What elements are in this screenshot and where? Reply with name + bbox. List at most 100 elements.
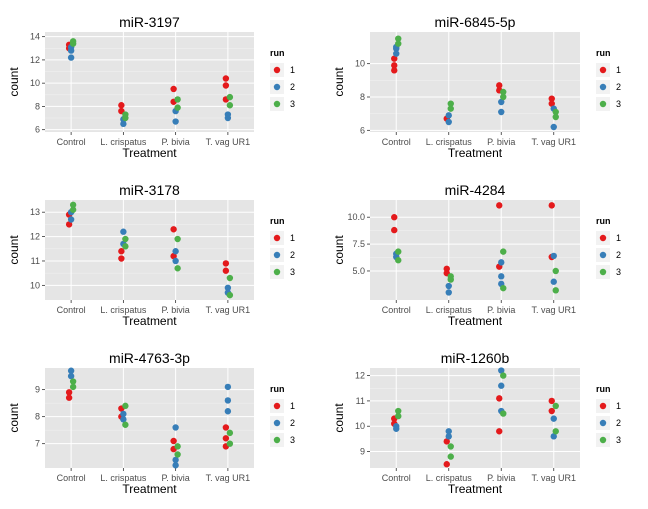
data-point-run-1 (222, 267, 230, 274)
data-point-run-1 (548, 202, 555, 209)
y-tick-label: 8 (360, 92, 365, 102)
data-point-run-3 (447, 100, 454, 107)
panel-background (370, 368, 580, 468)
data-point-run-3 (174, 235, 181, 243)
data-point-run-3 (395, 412, 402, 420)
data-point-run-3 (552, 108, 559, 116)
x-tick-label: L. crispatus (100, 137, 147, 147)
legend-label: 1 (290, 65, 295, 75)
y-tick-label: 5.0 (352, 266, 365, 276)
chart-title: miR-4284 (445, 182, 506, 198)
legend-key-run-3 (599, 268, 607, 276)
data-point-run-1 (548, 95, 555, 102)
legend-label: 3 (290, 435, 295, 445)
legend-key-run-2 (273, 419, 281, 427)
data-point-run-1 (548, 397, 555, 405)
data-point-run-1 (222, 424, 230, 431)
panel-background (45, 200, 254, 300)
data-point-run-1 (548, 100, 555, 107)
data-point-run-1 (391, 67, 398, 74)
data-point-run-2 (172, 248, 179, 255)
data-point-run-3 (122, 421, 129, 428)
legend-title: run (270, 216, 285, 226)
chart-panel-5: 7 8 9 Control L. crispatus P. bivia T. vag UR1… (7, 350, 295, 496)
data-point-run-3 (226, 291, 234, 299)
legend-label: 1 (616, 401, 621, 411)
data-point-run-3 (69, 378, 77, 385)
y-axis-label: count (7, 235, 21, 265)
data-point-run-2 (172, 118, 179, 125)
y-tick-label: 10 (355, 421, 365, 431)
x-axis-label: Treatment (448, 314, 503, 328)
data-point-run-3 (447, 443, 454, 450)
panel-background (370, 200, 580, 300)
x-tick-label: P. bivia (487, 473, 515, 483)
data-point-run-2 (224, 383, 232, 391)
legend-key-run-1 (599, 234, 607, 242)
y-axis-label: count (332, 403, 346, 433)
data-point-run-2 (498, 98, 505, 106)
data-point-run-3 (552, 402, 559, 410)
data-point-run-3 (226, 102, 234, 109)
legend-label: 2 (290, 418, 295, 428)
y-tick-label: 10 (30, 78, 40, 88)
data-point-run-1 (443, 438, 450, 445)
legend-label: 2 (290, 250, 295, 260)
legend-label: 1 (290, 401, 295, 411)
x-tick-label: T. vag UR1 (206, 137, 251, 147)
data-point-run-2 (498, 108, 505, 116)
data-point-run-3 (226, 440, 234, 447)
data-point-run-3 (500, 93, 507, 101)
data-point-run-3 (174, 265, 181, 272)
y-axis-label: count (7, 403, 21, 433)
x-tick-label: L. crispatus (426, 305, 473, 315)
legend-key-run-2 (273, 251, 281, 259)
data-point-run-3 (226, 274, 234, 282)
data-point-run-3 (552, 267, 559, 275)
data-point-run-2 (498, 273, 505, 280)
legend-key-run-3 (273, 268, 281, 276)
data-point-run-3 (552, 428, 559, 435)
y-axis-label: count (7, 67, 21, 97)
data-point-run-1 (391, 226, 398, 234)
data-point-run-1 (65, 389, 73, 396)
chart-title: miR-3197 (119, 14, 180, 30)
data-point-run-1 (118, 255, 125, 262)
data-point-run-1 (170, 437, 177, 445)
data-point-run-3 (500, 248, 507, 255)
data-point-run-2 (550, 278, 557, 285)
data-point-run-2 (120, 416, 127, 423)
y-tick-label: 7.5 (352, 239, 365, 249)
data-point-run-1 (391, 55, 398, 62)
panel-background (370, 32, 580, 132)
data-point-run-2 (172, 424, 179, 431)
data-point-run-2 (120, 228, 127, 235)
data-point-run-2 (224, 284, 232, 292)
data-point-run-1 (496, 82, 503, 89)
legend-title: run (596, 384, 611, 394)
chart-title: miR-6845-5p (435, 14, 516, 30)
data-point-run-3 (552, 113, 559, 121)
chart-panel-4: 5.0 7.5 10.0 Control L. crispatus P. bivia T. … (332, 182, 621, 328)
data-point-run-2 (224, 397, 232, 404)
panel-background (45, 368, 254, 468)
data-point-run-2 (445, 428, 452, 435)
legend-title: run (270, 48, 285, 58)
data-point-run-3 (122, 243, 129, 250)
legend-label: 1 (616, 233, 621, 243)
data-point-run-1 (391, 62, 398, 69)
legend-label: 2 (290, 82, 295, 92)
data-point-run-2 (172, 462, 179, 469)
x-tick-label: Control (382, 473, 411, 483)
data-point-run-1 (496, 395, 503, 402)
x-axis-label: Treatment (448, 146, 503, 160)
data-point-run-3 (500, 410, 507, 417)
x-tick-label: L. crispatus (426, 473, 473, 483)
x-tick-label: L. crispatus (100, 305, 147, 315)
data-point-run-1 (170, 85, 177, 93)
data-point-run-3 (69, 383, 77, 391)
y-tick-label: 10 (355, 59, 365, 69)
data-point-run-2 (445, 433, 452, 440)
